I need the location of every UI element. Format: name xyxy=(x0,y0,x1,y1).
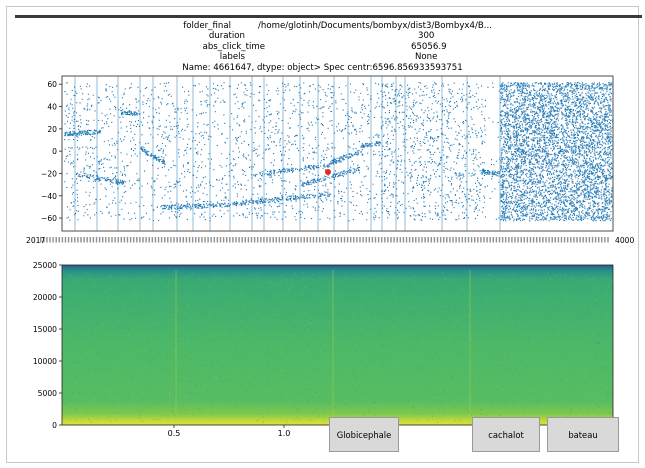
spectrogram-x-axis: 0.5 1.0 xyxy=(168,425,291,438)
spectrogram-y-tick: 20000 xyxy=(33,293,57,302)
info-row-abs-click-time: abs_click_time 65056.9 xyxy=(0,42,645,52)
info-row-duration: duration 300 xyxy=(0,31,645,41)
scatter-y-tick: 20 xyxy=(47,125,57,134)
spectrogram-x-tick: 1.0 xyxy=(278,429,291,438)
scatter-y-tick: 60 xyxy=(47,80,57,89)
spectrogram-y-tick: 25000 xyxy=(33,261,57,270)
scatter-y-tick: 40 xyxy=(47,103,57,112)
scatter-x-tick-right: 4000 xyxy=(615,236,634,245)
window-top-bar xyxy=(15,15,642,18)
scatter-x-tick-left: 2017 xyxy=(26,236,45,245)
info-value: 65056.9 xyxy=(411,42,447,52)
cachalot-button[interactable]: cachalot xyxy=(472,417,540,452)
info-value: /home/glotinh/Documents/bombyx/dist3/Bom… xyxy=(258,21,492,31)
scatter-y-tick: 0 xyxy=(52,147,57,156)
scatter-y-tick: −20 xyxy=(41,169,57,178)
info-key: folder_final xyxy=(183,21,231,31)
spectrogram-y-axis: 25000 20000 15000 10000 5000 0 xyxy=(33,261,62,430)
info-key: duration xyxy=(208,31,245,41)
scatter-points xyxy=(64,82,614,222)
spectrogram-plot[interactable] xyxy=(61,264,614,426)
scatter-segment-lines xyxy=(74,76,501,231)
scatter-y-axis: 60 40 20 0 −20 −40 −60 xyxy=(41,80,62,223)
spec-caption: Name: 4661647, dtype: object> Spec centr… xyxy=(182,63,463,73)
globicephale-button[interactable]: Globicephale xyxy=(329,417,399,452)
cachalot-button-label: cachalot xyxy=(488,430,524,440)
info-key: abs_click_time xyxy=(202,42,265,52)
bateau-button[interactable]: bateau xyxy=(547,417,619,452)
info-value: None xyxy=(415,52,438,62)
globicephale-button-label: Globicephale xyxy=(336,430,392,440)
scatter-y-tick: −40 xyxy=(41,192,57,201)
spectrogram-image xyxy=(62,265,613,425)
scatter-plot[interactable] xyxy=(61,75,614,232)
spectrogram-y-tick: 0 xyxy=(52,421,57,430)
info-value: 300 xyxy=(418,31,435,41)
spectrogram-x-tick: 0.5 xyxy=(168,429,181,438)
spectrogram-texture xyxy=(62,270,614,424)
info-row-folder: folder_final /home/glotinh/Documents/bom… xyxy=(0,21,645,31)
spectrogram-y-tick: 10000 xyxy=(33,357,57,366)
info-key: labels xyxy=(219,52,245,62)
spectrogram-y-tick: 15000 xyxy=(33,325,57,334)
info-row-labels: labels None xyxy=(0,52,645,62)
current-click-marker[interactable] xyxy=(325,169,331,175)
spectrogram-y-tick: 5000 xyxy=(38,389,57,398)
scatter-y-tick: −60 xyxy=(41,214,57,223)
bateau-button-label: bateau xyxy=(568,430,598,440)
scatter-x-axis: 2017 4000 xyxy=(26,236,634,245)
